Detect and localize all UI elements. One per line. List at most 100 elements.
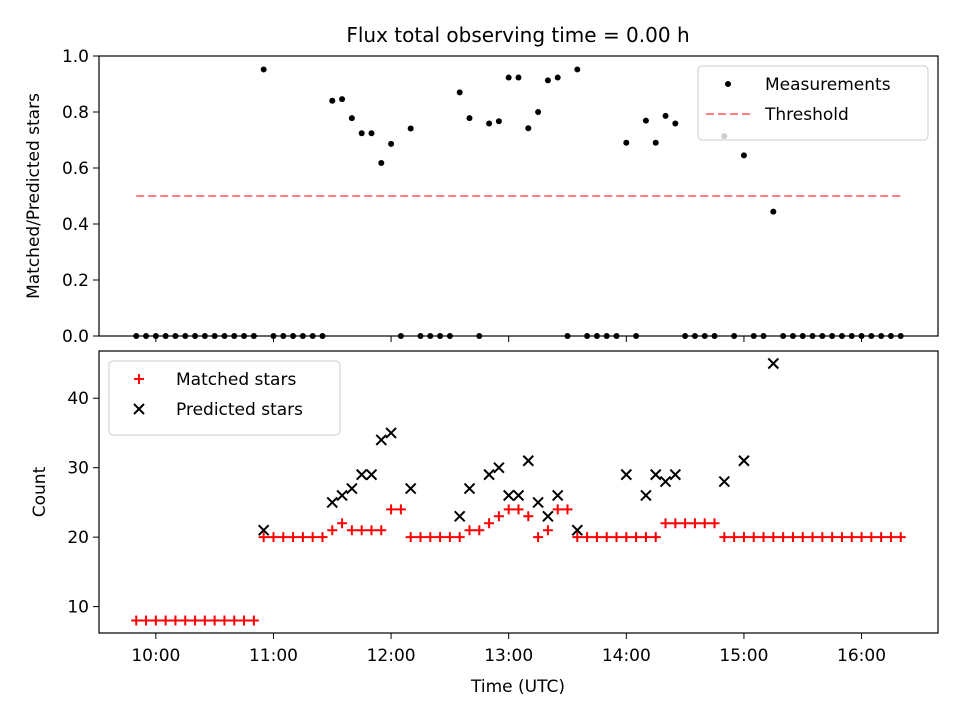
data-point xyxy=(464,525,475,536)
data-point xyxy=(329,97,336,104)
data-point xyxy=(513,504,524,515)
legend-marker xyxy=(134,374,144,384)
data-point xyxy=(729,532,740,543)
data-point xyxy=(209,615,220,626)
x-tick-label: 14:00 xyxy=(602,646,651,666)
top-panel: Flux total observing time = 0.00 h Match… xyxy=(24,23,939,347)
data-point xyxy=(699,518,710,529)
data-point xyxy=(768,532,779,543)
data-point xyxy=(336,489,348,502)
data-point xyxy=(454,532,465,543)
data-point xyxy=(797,532,808,543)
data-point xyxy=(495,118,502,125)
data-point xyxy=(659,475,672,488)
data-point xyxy=(131,615,142,626)
data-point xyxy=(532,496,544,509)
data-point xyxy=(170,615,181,626)
y-tick-label: 0.6 xyxy=(62,159,89,179)
data-point xyxy=(522,455,535,467)
x-tick-label: 11:00 xyxy=(249,646,298,666)
bottom-ticks: 10 20 30 40 10:00 11:00 12:00 13:00 14:00 15:00 16… xyxy=(67,389,886,666)
x-tick-label: 13:00 xyxy=(484,646,533,666)
y-tick-label: 0.0 xyxy=(62,327,89,347)
data-point xyxy=(542,510,554,523)
data-point xyxy=(160,615,171,626)
data-point xyxy=(642,117,649,124)
data-point xyxy=(378,159,385,166)
data-point xyxy=(562,504,573,515)
data-point xyxy=(787,532,798,543)
data-point xyxy=(327,525,338,536)
data-point xyxy=(483,468,495,481)
data-point xyxy=(326,496,338,509)
data-point xyxy=(591,532,602,543)
data-point xyxy=(348,115,355,122)
top-y-axis-label: Matched/Predicted stars xyxy=(24,93,44,299)
data-point xyxy=(572,532,583,543)
bottom-axes-frame xyxy=(98,350,939,634)
data-point xyxy=(767,357,780,370)
data-point xyxy=(515,74,522,81)
data-point xyxy=(876,532,887,543)
data-point xyxy=(620,468,633,481)
y-tick-label: 0.4 xyxy=(62,215,89,235)
data-point xyxy=(385,427,397,439)
data-point xyxy=(885,532,896,543)
series-predicted-stars xyxy=(257,357,780,536)
data-point xyxy=(346,525,357,536)
data-point xyxy=(456,89,463,96)
data-point xyxy=(444,532,455,543)
data-point xyxy=(672,120,679,127)
chart-title: Flux total observing time = 0.00 h xyxy=(346,23,689,47)
data-point xyxy=(601,532,612,543)
data-point xyxy=(395,504,406,515)
data-point xyxy=(652,139,659,146)
y-tick-label: 0.8 xyxy=(62,103,89,123)
data-point xyxy=(554,74,561,81)
y-tick-label: 0.2 xyxy=(62,271,89,291)
data-point xyxy=(623,139,630,146)
legend-marker xyxy=(725,81,731,87)
data-point xyxy=(748,532,759,543)
data-point xyxy=(405,532,416,543)
data-point xyxy=(466,115,473,122)
data-point xyxy=(856,532,867,543)
data-point xyxy=(486,120,493,127)
data-point xyxy=(709,518,720,529)
data-point xyxy=(339,96,346,103)
legend-label: Threshold xyxy=(764,105,849,125)
legend-label: Measurements xyxy=(765,75,891,95)
data-point xyxy=(258,532,269,543)
y-tick-label: 30 xyxy=(67,459,89,479)
data-point xyxy=(718,475,731,488)
data-point xyxy=(542,525,553,536)
legend-box xyxy=(108,360,341,436)
top-y-ticks: 0.0 0.2 0.4 0.6 0.8 1.0 xyxy=(62,47,863,347)
data-point xyxy=(404,482,417,495)
x-tick-label: 12:00 xyxy=(367,646,416,666)
data-point xyxy=(425,532,436,543)
data-point xyxy=(827,532,838,543)
data-point xyxy=(551,489,564,502)
data-point xyxy=(260,66,267,73)
data-point xyxy=(640,532,651,543)
x-tick-label: 15:00 xyxy=(719,646,768,666)
data-point xyxy=(248,615,259,626)
data-point xyxy=(199,615,210,626)
data-point xyxy=(493,461,505,474)
data-point xyxy=(484,518,495,529)
data-point xyxy=(355,468,368,481)
data-point xyxy=(740,152,747,159)
data-point xyxy=(866,532,877,543)
data-point xyxy=(368,130,375,137)
data-point xyxy=(533,532,544,543)
data-point xyxy=(366,525,377,536)
data-point xyxy=(846,532,857,543)
data-point xyxy=(523,511,534,522)
data-point xyxy=(544,77,551,84)
data-point xyxy=(680,518,691,529)
y-tick-label: 10 xyxy=(67,598,89,618)
y-tick-label: 40 xyxy=(67,389,89,409)
legend-label: Predicted stars xyxy=(176,400,303,420)
data-point xyxy=(660,518,671,529)
